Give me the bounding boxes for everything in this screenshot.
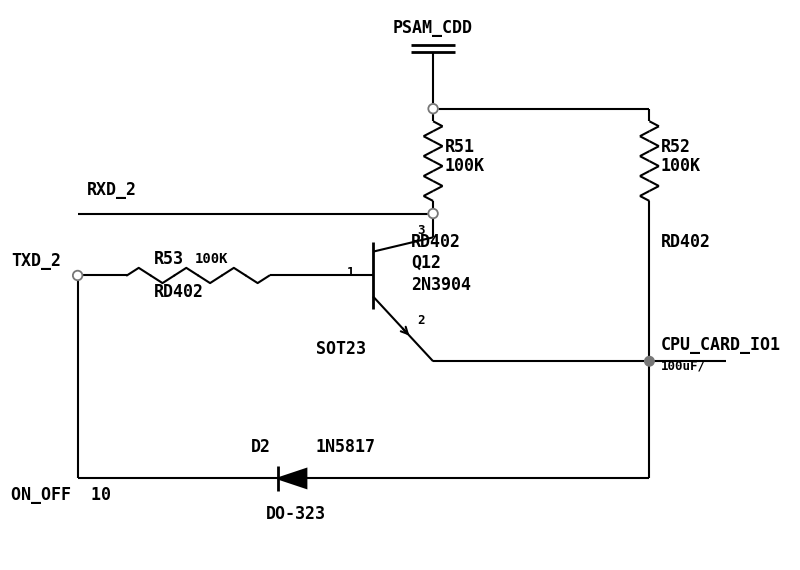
Text: R51: R51 [445,138,474,156]
Text: D2: D2 [251,438,271,456]
Circle shape [428,104,438,113]
Text: 3: 3 [417,224,424,237]
Text: 100K: 100K [661,157,701,175]
Text: PSAM_CDD: PSAM_CDD [393,19,473,36]
Text: 1: 1 [346,266,354,279]
Text: CPU_CARD_IO1: CPU_CARD_IO1 [661,336,781,354]
Text: TXD_2: TXD_2 [11,252,61,270]
Text: 100K: 100K [445,157,485,175]
Text: 100uF/: 100uF/ [661,360,706,373]
Text: ON_OFF  10: ON_OFF 10 [11,486,111,504]
Circle shape [73,271,82,280]
Text: 2N3904: 2N3904 [411,276,471,294]
Text: RD402: RD402 [661,233,711,251]
Text: DO-323: DO-323 [266,504,326,523]
Text: RXD_2: RXD_2 [87,181,137,199]
Text: 2: 2 [417,314,424,327]
Text: 100K: 100K [195,253,228,266]
Text: RD402: RD402 [154,283,204,300]
Text: R52: R52 [661,138,691,156]
Polygon shape [278,469,306,488]
Text: 1N5817: 1N5817 [316,438,376,456]
Circle shape [645,356,654,366]
Text: SOT23: SOT23 [316,340,366,358]
Text: Q12: Q12 [411,254,441,272]
Text: RD402: RD402 [411,233,461,251]
Circle shape [428,209,438,218]
Text: R53: R53 [154,250,184,268]
